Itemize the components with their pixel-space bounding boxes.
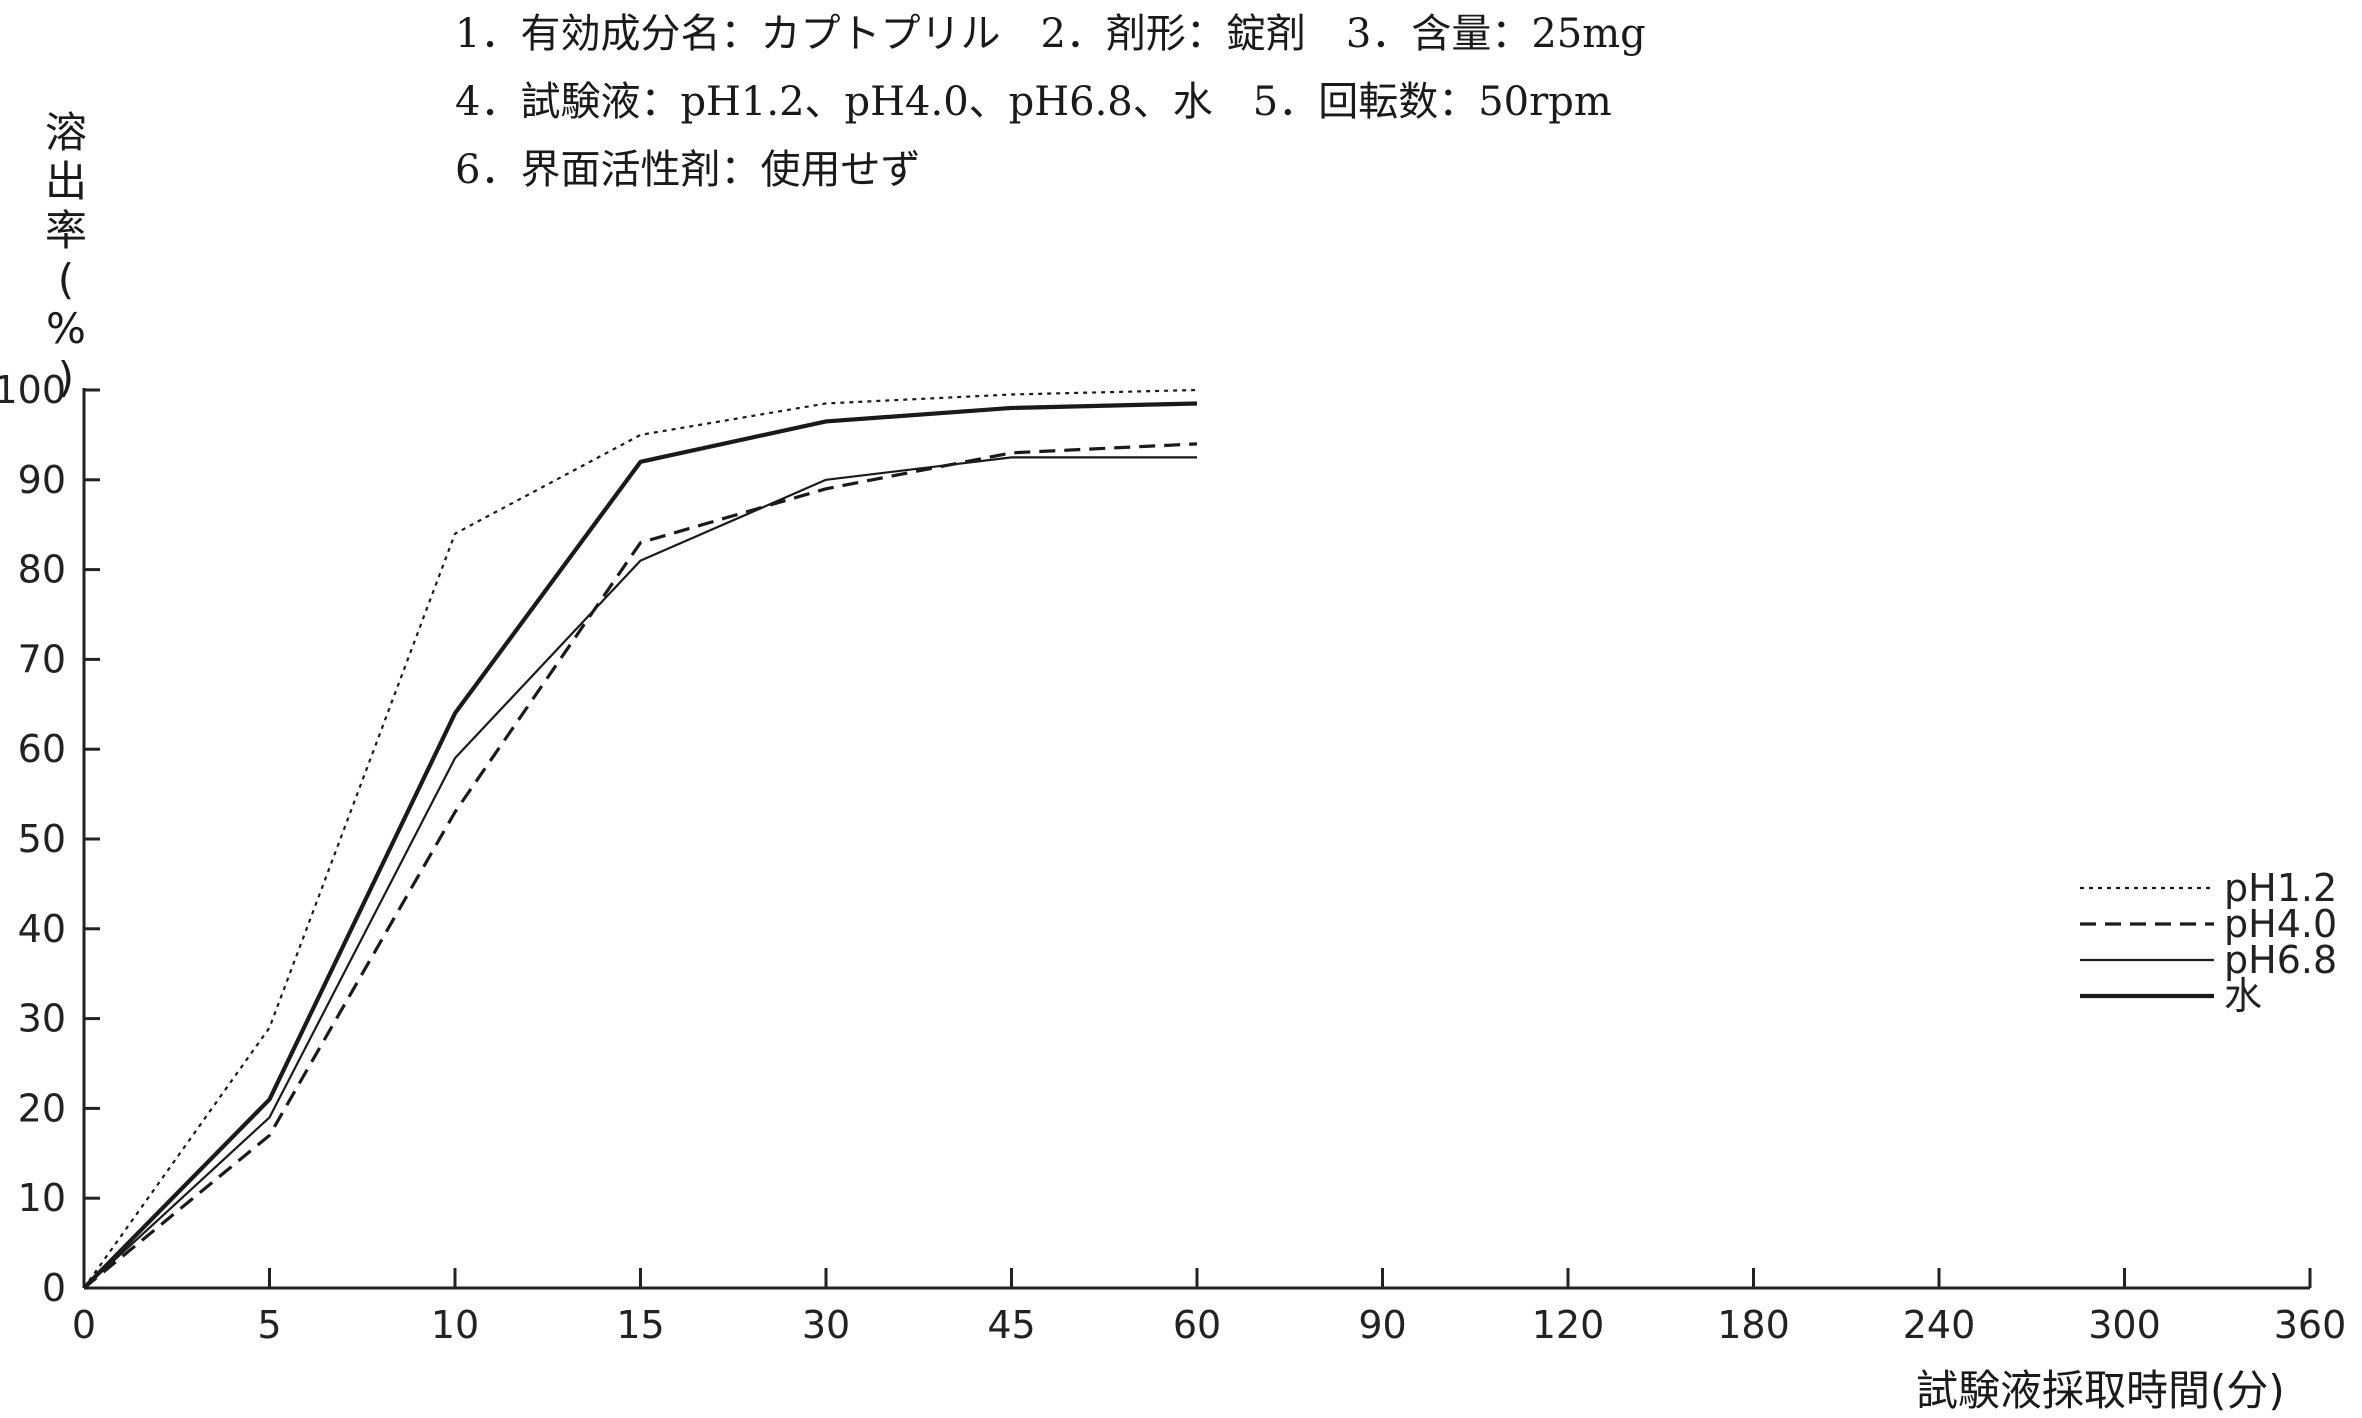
y-tick-label: 10	[18, 1176, 66, 1220]
x-tick-label: 180	[1717, 1303, 1790, 1347]
series-line-3	[84, 403, 1197, 1288]
y-tick-label: 30	[18, 997, 66, 1041]
y-tick-label: 40	[18, 907, 66, 951]
x-tick-label: 45	[987, 1303, 1035, 1347]
x-tick-label: 120	[1532, 1303, 1605, 1347]
y-tick-label: 50	[18, 817, 66, 861]
y-tick-label: 20	[18, 1086, 66, 1130]
x-tick-label: 15	[616, 1303, 664, 1347]
series-line-2	[84, 457, 1197, 1288]
x-tick-label: 240	[1903, 1303, 1976, 1347]
x-tick-label: 360	[2274, 1303, 2347, 1347]
y-tick-label: 0	[42, 1266, 66, 1310]
x-tick-label: 5	[257, 1303, 281, 1347]
legend-label-3: 水	[2224, 974, 2262, 1018]
y-tick-label: 80	[18, 548, 66, 592]
y-tick-label: 70	[18, 637, 66, 681]
x-tick-label: 60	[1173, 1303, 1221, 1347]
x-tick-label: 0	[72, 1303, 96, 1347]
y-tick-label: 60	[18, 727, 66, 771]
series-line-0	[84, 390, 1197, 1288]
x-tick-label: 10	[431, 1303, 479, 1347]
x-tick-label: 30	[802, 1303, 850, 1347]
x-tick-label: 300	[2088, 1303, 2161, 1347]
series-line-1	[84, 444, 1197, 1288]
x-tick-label: 90	[1358, 1303, 1406, 1347]
y-tick-label: 90	[18, 458, 66, 502]
y-tick-label: 100	[0, 368, 66, 412]
